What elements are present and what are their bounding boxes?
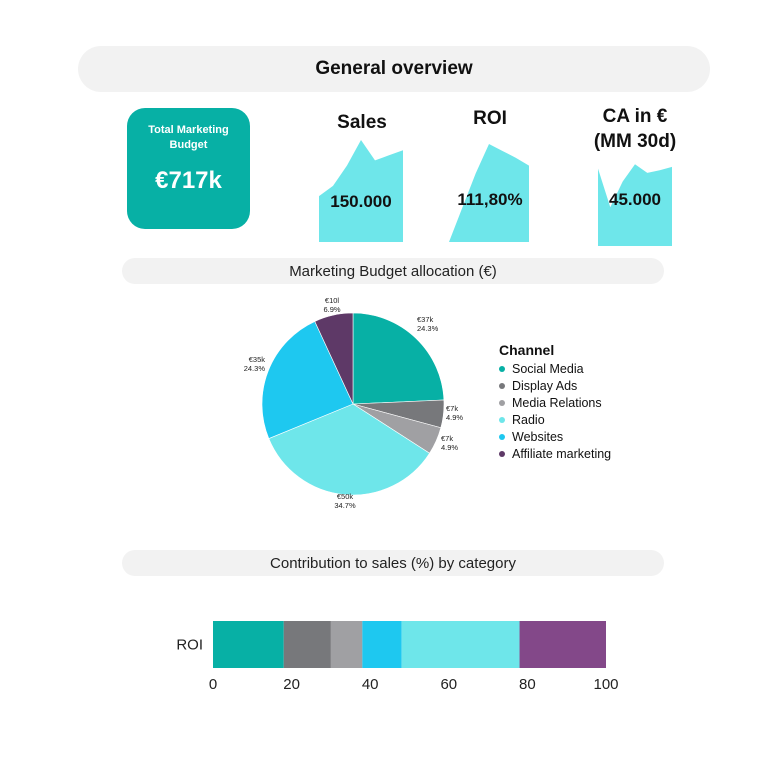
kpi-value-roi: 111,80%: [457, 190, 523, 209]
x-tick-label: 100: [593, 676, 618, 693]
pie-data-label: €7k: [441, 434, 453, 443]
pie-slice-websites: [261, 321, 354, 439]
legend-item: Affiliate marketing: [499, 445, 611, 462]
pie-pct-label: 34.7%: [334, 501, 356, 510]
pie-data-label: €50k: [337, 492, 354, 501]
bar-segment-1: [283, 621, 331, 668]
legend-label: Social Media: [512, 361, 584, 376]
allocation-section-header: Marketing Budget allocation (€): [122, 258, 664, 284]
x-tick-label: 20: [283, 676, 300, 693]
x-tick-label: 0: [209, 676, 217, 693]
legend-label: Websites: [512, 429, 564, 444]
y-category-label: ROI: [176, 637, 203, 654]
pie-pct-label: 4.9%: [446, 413, 463, 422]
legend-label: Display Ads: [512, 378, 578, 393]
bar-segment-2: [330, 621, 363, 668]
pie-data-label: €35k: [249, 355, 266, 364]
legend-label: Affiliate marketing: [512, 446, 612, 461]
pie-data-label: €7k: [446, 404, 458, 413]
legend-label: Media Relations: [512, 395, 602, 410]
x-tick-label: 40: [362, 676, 379, 693]
pie-slice-affiliate-marketing: [314, 312, 354, 405]
legend-item: Display Ads: [499, 377, 611, 394]
legend-item: Websites: [499, 428, 611, 445]
contribution-title: Contribution to sales (%) by category: [270, 554, 516, 572]
contribution-section-header: Contribution to sales (%) by category: [122, 550, 664, 576]
bar-segment-5: [519, 621, 606, 668]
kpi-title-ca: CA in € (MM 30d): [593, 106, 677, 152]
roi-area: [449, 144, 529, 242]
legend-item: Media Relations: [499, 394, 611, 411]
legend-swatch: [499, 416, 505, 423]
legend-swatch: [499, 399, 505, 406]
legend-title: Channel: [499, 342, 555, 358]
pie-pct-label: 24.3%: [244, 364, 266, 373]
pie-data-label: €10l: [325, 296, 340, 305]
budget-card: Total Marketing Budget €717k: [127, 108, 250, 229]
budget-value: €717k: [155, 167, 222, 194]
bar-segment-4: [401, 621, 520, 668]
legend-item: Radio: [499, 411, 611, 428]
kpi-title-roi: ROI: [473, 108, 507, 129]
pie-data-label: €37k: [417, 315, 434, 324]
page-title: General overview: [315, 58, 473, 79]
bar-segment-3: [362, 621, 402, 668]
pie-pct-label: 6.9%: [323, 305, 340, 314]
legend-swatch: [499, 450, 505, 457]
x-tick-label: 60: [440, 676, 457, 693]
legend-item: Social Media: [499, 360, 611, 377]
kpi-value-ca: 45.000: [609, 190, 661, 209]
pie-slice-social-media: [352, 312, 445, 405]
pie-pct-label: 4.9%: [441, 443, 458, 452]
legend-label: Radio: [512, 412, 545, 427]
budget-label: Total Marketing Budget: [148, 124, 229, 151]
bar-segment-0: [213, 621, 284, 668]
legend-swatch: [499, 365, 505, 372]
allocation-title: Marketing Budget allocation (€): [289, 262, 497, 280]
pie-pct-label: 24.3%: [417, 324, 439, 333]
overview-header: General overview: [78, 46, 710, 92]
legend-swatch: [499, 433, 505, 440]
x-tick-label: 80: [519, 676, 536, 693]
pie-slice-radio: [268, 403, 430, 496]
ca-area: [598, 164, 672, 246]
sales-area: [319, 140, 403, 242]
legend-swatch: [499, 382, 505, 389]
kpi-title-sales: Sales: [337, 112, 387, 133]
kpi-value-sales: 150.000: [330, 192, 392, 211]
pie-legend: Channel Social Media Display Ads Media Rel…: [499, 342, 611, 462]
